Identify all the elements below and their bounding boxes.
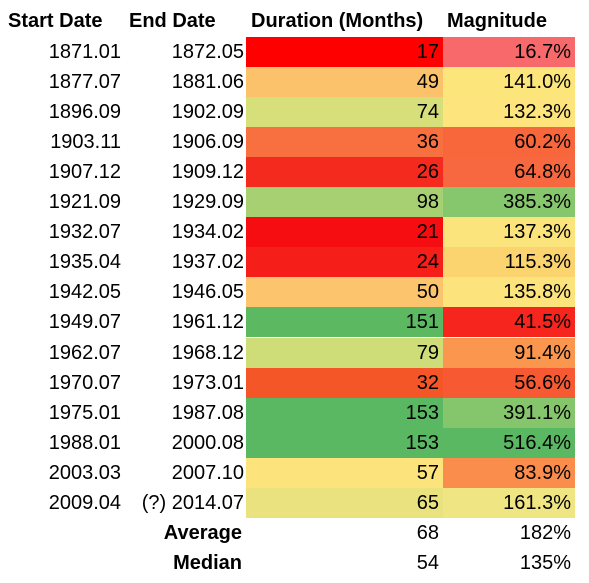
summary-row: Average 68 182% — [0, 518, 589, 548]
header-start-date: Start Date — [8, 10, 103, 32]
end-date-cell: 2007.10 — [171, 461, 244, 484]
summary-row: Median 54 135% — [0, 548, 589, 578]
magnitude-cell: 137.3% — [443, 217, 575, 248]
duration-cell: 26 — [246, 156, 443, 187]
table-row: 1935.04 1937.02 24 115.3% — [0, 247, 589, 278]
start-date-cell: 1871.01 — [48, 40, 121, 63]
start-date-cell: 1942.05 — [48, 281, 121, 304]
table-row: 1932.07 1934.02 21 137.3% — [0, 217, 589, 248]
table-row: 1949.07 1961.12 151 41.5% — [0, 307, 589, 338]
end-date-cell: 1872.05 — [171, 40, 244, 63]
end-date-cell: 1946.05 — [171, 281, 244, 304]
duration-cell: 153 — [246, 427, 443, 458]
table-row: 1962.07 1968.12 79 91.4% — [0, 337, 589, 368]
table-row: 1877.07 1881.06 49 141.0% — [0, 66, 589, 97]
duration-cell: 24 — [246, 247, 443, 278]
duration-cell: 32 — [246, 367, 443, 398]
magnitude-cell: 83.9% — [443, 457, 575, 488]
summary-magnitude: 182% — [519, 522, 571, 545]
duration-cell: 65 — [246, 488, 443, 518]
end-date-cell: 1909.12 — [171, 160, 244, 183]
summary-label: Median — [173, 552, 242, 575]
end-date-cell: 1961.12 — [171, 311, 244, 334]
table-row: 1942.05 1946.05 50 135.8% — [0, 277, 589, 308]
table-row: 2003.03 2007.10 57 83.9% — [0, 457, 589, 488]
duration-cell: 57 — [246, 457, 443, 488]
magnitude-cell: 141.0% — [443, 66, 575, 97]
duration-cell: 49 — [246, 66, 443, 97]
header-duration: Duration (Months) — [251, 10, 424, 32]
magnitude-cell: 91.4% — [443, 337, 575, 368]
duration-cell: 153 — [246, 397, 443, 428]
duration-cell: 74 — [246, 96, 443, 127]
end-date-cell: 1973.01 — [171, 371, 244, 394]
magnitude-cell: 56.6% — [443, 367, 575, 398]
start-date-cell: 1896.09 — [48, 100, 121, 123]
end-date-cell: 1906.09 — [171, 130, 244, 153]
duration-cell: 21 — [246, 217, 443, 248]
start-date-cell: 1903.11 — [50, 130, 121, 153]
end-date-cell: (?) 2014.07 — [141, 492, 244, 514]
table-row: 1903.11 1906.09 36 60.2% — [0, 126, 589, 157]
start-date-cell: 1932.07 — [48, 221, 121, 244]
summary-duration: 68 — [416, 522, 439, 545]
table-row: 2009.04 (?) 2014.07 65 161.3% — [0, 488, 589, 518]
table-row: 1896.09 1902.09 74 132.3% — [0, 96, 589, 127]
magnitude-cell: 132.3% — [443, 96, 575, 127]
magnitude-cell: 135.8% — [443, 277, 575, 308]
start-date-cell: 2003.03 — [48, 461, 121, 484]
end-date-cell: 2000.08 — [171, 431, 244, 454]
end-date-cell: 1881.06 — [171, 70, 244, 93]
header-row: Start Date End Date Duration (Months) Ma… — [0, 6, 589, 36]
duration-cell: 36 — [246, 126, 443, 157]
table-row: 1907.12 1909.12 26 64.8% — [0, 156, 589, 187]
duration-cell: 50 — [246, 277, 443, 308]
end-date-cell: 1937.02 — [171, 251, 244, 274]
start-date-cell: 2009.04 — [48, 492, 121, 514]
end-date-cell: 1902.09 — [171, 100, 244, 123]
start-date-cell: 1877.07 — [48, 70, 121, 93]
start-date-cell: 1907.12 — [48, 160, 121, 183]
magnitude-cell: 16.7% — [443, 36, 575, 67]
start-date-cell: 1949.07 — [48, 311, 121, 334]
duration-cell: 17 — [246, 36, 443, 67]
summary-duration: 54 — [416, 552, 439, 575]
start-date-cell: 1921.09 — [48, 191, 121, 213]
magnitude-cell: 391.1% — [443, 397, 575, 428]
table-row: 1970.07 1973.01 32 56.6% — [0, 367, 589, 398]
table-row: 1975.01 1987.08 153 391.1% — [0, 397, 589, 428]
summary-label: Average — [163, 522, 242, 545]
start-date-cell: 1935.04 — [48, 251, 121, 274]
summary-magnitude: 135% — [519, 552, 571, 575]
header-end-date: End Date — [129, 10, 216, 32]
end-date-cell: 1968.12 — [171, 341, 244, 364]
magnitude-cell: 385.3% — [443, 187, 575, 217]
end-date-cell: 1987.08 — [171, 401, 244, 424]
header-magnitude: Magnitude — [447, 10, 547, 32]
table-row: 1921.09 1929.09 98 385.3% — [0, 187, 589, 217]
start-date-cell: 1975.01 — [48, 401, 121, 424]
magnitude-cell: 115.3% — [443, 247, 575, 278]
end-date-cell: 1929.09 — [171, 191, 244, 213]
table-row: 1988.01 2000.08 153 516.4% — [0, 427, 589, 458]
magnitude-cell: 161.3% — [443, 488, 575, 518]
duration-cell: 151 — [246, 307, 443, 338]
start-date-cell: 1962.07 — [48, 341, 121, 364]
start-date-cell: 1970.07 — [48, 371, 121, 394]
magnitude-cell: 60.2% — [443, 126, 575, 157]
duration-cell: 98 — [246, 187, 443, 217]
table-row: 1871.01 1872.05 17 16.7% — [0, 36, 589, 67]
magnitude-cell: 516.4% — [443, 427, 575, 458]
start-date-cell: 1988.01 — [48, 431, 121, 454]
magnitude-cell: 64.8% — [443, 156, 575, 187]
magnitude-cell: 41.5% — [443, 307, 575, 338]
end-date-cell: 1934.02 — [171, 221, 244, 244]
duration-cell: 79 — [246, 337, 443, 368]
